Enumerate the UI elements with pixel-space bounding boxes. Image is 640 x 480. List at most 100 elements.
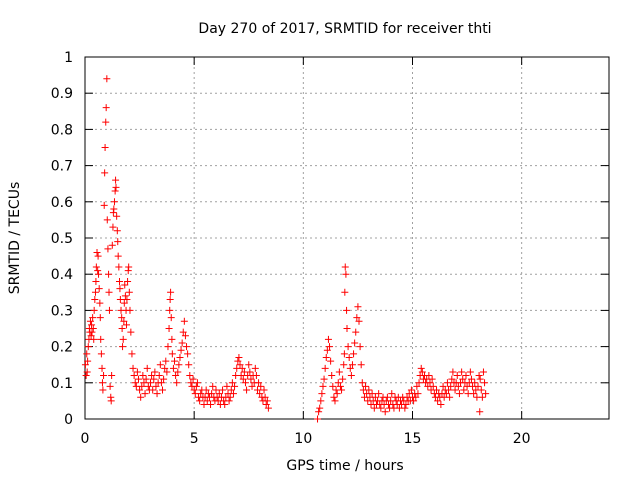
data-point bbox=[101, 144, 109, 151]
data-point bbox=[236, 361, 244, 369]
data-point bbox=[90, 335, 98, 343]
data-point bbox=[345, 353, 353, 361]
data-point bbox=[119, 343, 127, 351]
data-point bbox=[228, 379, 236, 387]
data-point bbox=[237, 372, 245, 380]
data-point bbox=[114, 238, 122, 246]
data-point bbox=[110, 205, 118, 213]
data-point bbox=[434, 397, 442, 405]
data-point bbox=[315, 408, 323, 416]
data-point bbox=[178, 339, 186, 347]
data-point bbox=[91, 288, 99, 296]
data-point bbox=[322, 353, 330, 361]
data-point bbox=[177, 346, 185, 354]
data-point bbox=[229, 390, 237, 398]
data-point bbox=[193, 379, 201, 387]
data-point bbox=[415, 379, 423, 387]
data-point bbox=[336, 382, 344, 390]
data-point bbox=[466, 368, 474, 376]
data-point bbox=[91, 296, 99, 304]
data-point bbox=[113, 227, 121, 235]
data-point bbox=[92, 263, 100, 271]
data-point bbox=[428, 375, 436, 383]
data-point bbox=[93, 248, 101, 256]
data-point bbox=[341, 263, 349, 271]
data-point bbox=[410, 397, 418, 405]
data-point bbox=[121, 281, 129, 289]
x-tick-label: 0 bbox=[81, 431, 90, 447]
data-point bbox=[320, 375, 328, 383]
data-point bbox=[221, 401, 229, 409]
data-point bbox=[248, 382, 256, 390]
data-point bbox=[407, 386, 415, 394]
data-point bbox=[139, 372, 147, 380]
data-point bbox=[133, 368, 141, 376]
data-point bbox=[134, 375, 142, 383]
data-point bbox=[166, 296, 174, 304]
data-point bbox=[150, 375, 158, 383]
data-point bbox=[83, 350, 91, 358]
data-point bbox=[189, 375, 197, 383]
data-point bbox=[115, 277, 123, 285]
y-tick-label: 0.4 bbox=[51, 267, 73, 283]
data-point bbox=[260, 386, 268, 394]
data-point bbox=[190, 386, 198, 394]
data-point bbox=[388, 390, 396, 398]
data-point bbox=[481, 379, 489, 387]
data-point bbox=[179, 328, 187, 336]
data-point bbox=[446, 393, 454, 401]
data-point bbox=[346, 364, 354, 372]
data-point bbox=[105, 306, 113, 314]
data-point bbox=[316, 404, 324, 412]
data-point bbox=[175, 361, 183, 369]
data-point bbox=[314, 415, 322, 423]
data-point bbox=[401, 404, 409, 412]
data-point bbox=[176, 353, 184, 361]
data-point bbox=[343, 325, 351, 332]
data-point bbox=[200, 401, 208, 409]
data-point bbox=[358, 379, 366, 387]
data-point bbox=[239, 375, 247, 383]
data-point bbox=[89, 314, 97, 322]
data-point bbox=[101, 169, 109, 177]
data-point bbox=[377, 404, 385, 412]
data-point bbox=[94, 267, 102, 275]
data-point bbox=[433, 386, 441, 394]
data-point bbox=[203, 397, 211, 405]
y-tick-label: 0.8 bbox=[51, 122, 73, 138]
data-point bbox=[443, 379, 451, 387]
data-point bbox=[95, 285, 103, 293]
data-point bbox=[125, 288, 133, 296]
data-point bbox=[136, 386, 144, 394]
x-tick-label: 10 bbox=[294, 431, 312, 447]
data-point bbox=[324, 335, 332, 343]
x-tick-label: 5 bbox=[190, 431, 199, 447]
data-point bbox=[126, 306, 134, 314]
data-point bbox=[151, 368, 159, 376]
data-point bbox=[118, 325, 126, 332]
data-point bbox=[243, 386, 251, 394]
data-point bbox=[192, 382, 200, 390]
data-point bbox=[342, 270, 350, 278]
data-point bbox=[335, 368, 343, 376]
data-point bbox=[442, 390, 450, 398]
data-point bbox=[97, 350, 105, 358]
data-point bbox=[90, 306, 98, 314]
data-point bbox=[451, 386, 459, 394]
data-point bbox=[118, 314, 126, 322]
data-point bbox=[329, 382, 337, 390]
data-point bbox=[327, 357, 335, 365]
data-point bbox=[95, 270, 103, 278]
data-point bbox=[219, 386, 227, 394]
x-tick-label: 20 bbox=[513, 431, 531, 447]
data-point bbox=[108, 372, 116, 380]
data-point bbox=[331, 397, 339, 405]
data-point bbox=[323, 346, 331, 354]
data-point bbox=[414, 390, 422, 398]
data-point bbox=[113, 212, 121, 220]
data-point bbox=[448, 375, 456, 383]
data-point bbox=[119, 335, 127, 343]
data-point bbox=[142, 375, 150, 383]
data-point bbox=[100, 372, 108, 380]
